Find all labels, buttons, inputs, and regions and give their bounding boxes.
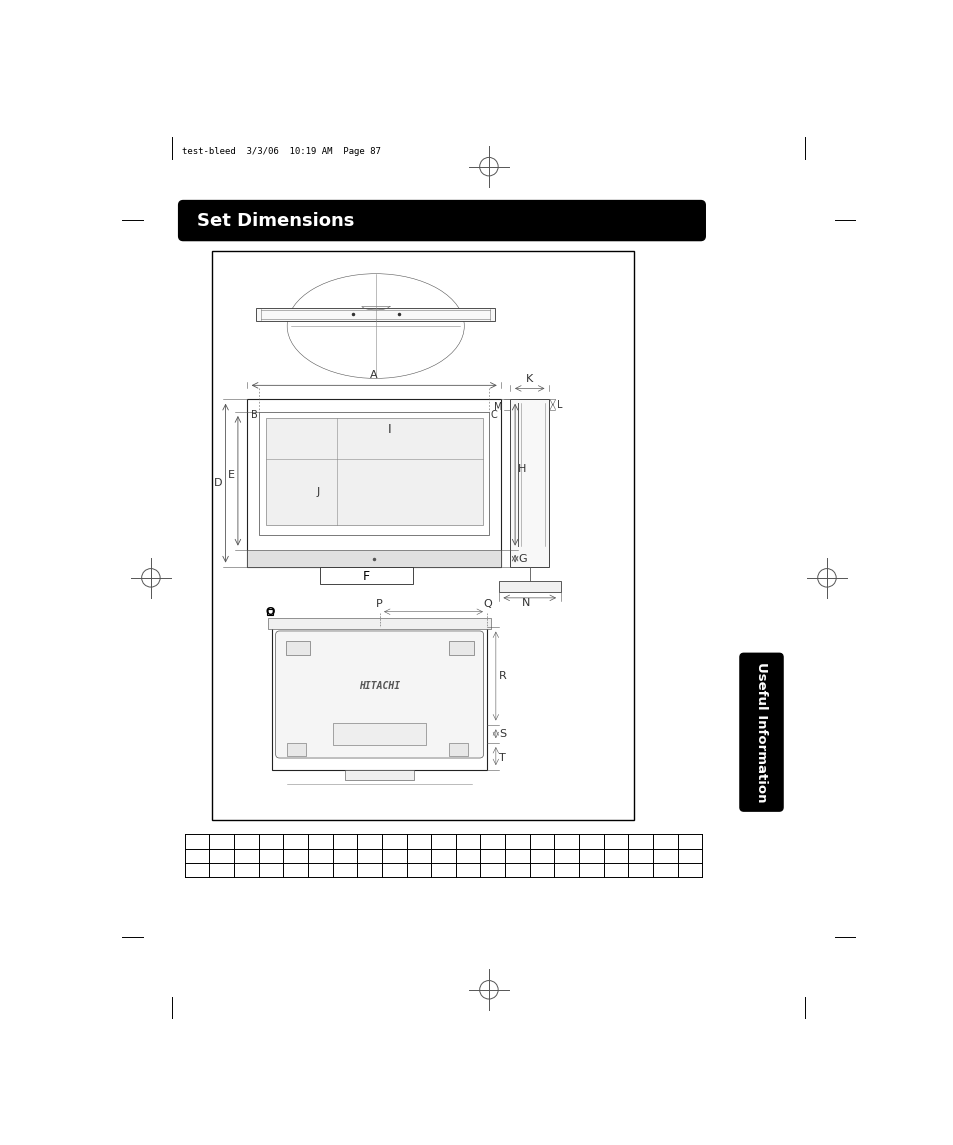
- Bar: [449, 743, 468, 757]
- Bar: [213, 252, 634, 820]
- Text: A: A: [370, 370, 377, 380]
- Bar: [265, 418, 482, 526]
- Text: Set Dimensions: Set Dimensions: [197, 212, 355, 230]
- Bar: [247, 550, 500, 567]
- Text: test-bleed  3/3/06  10:19 AM  Page 87: test-bleed 3/3/06 10:19 AM Page 87: [181, 148, 380, 157]
- Text: J: J: [316, 487, 319, 497]
- Text: C: C: [490, 410, 497, 420]
- FancyBboxPatch shape: [178, 200, 704, 240]
- Bar: [345, 769, 414, 781]
- Bar: [259, 411, 488, 536]
- Text: Useful Information: Useful Information: [754, 662, 767, 803]
- Bar: [449, 641, 473, 655]
- Bar: [333, 724, 425, 745]
- Text: K: K: [525, 374, 533, 385]
- Text: M: M: [494, 402, 502, 411]
- Ellipse shape: [287, 274, 464, 378]
- Bar: [256, 308, 495, 322]
- Text: F: F: [362, 570, 370, 583]
- FancyBboxPatch shape: [275, 631, 483, 758]
- Text: R: R: [498, 671, 506, 680]
- Text: H: H: [517, 464, 526, 474]
- Text: N: N: [521, 598, 530, 608]
- Text: Q: Q: [482, 599, 491, 609]
- Bar: [272, 627, 487, 769]
- Bar: [287, 743, 306, 757]
- Text: L: L: [557, 401, 561, 410]
- Bar: [498, 581, 560, 592]
- Bar: [285, 641, 310, 655]
- Text: T: T: [498, 753, 505, 763]
- Text: D: D: [213, 479, 222, 488]
- Text: S: S: [498, 729, 505, 740]
- Bar: [320, 567, 413, 584]
- FancyBboxPatch shape: [740, 654, 782, 811]
- Bar: [510, 400, 548, 567]
- Text: P: P: [375, 599, 382, 609]
- Text: I: I: [387, 424, 391, 436]
- Text: B: B: [251, 410, 257, 420]
- Text: G: G: [517, 554, 526, 564]
- Bar: [267, 609, 274, 615]
- Text: E: E: [228, 471, 234, 481]
- Bar: [268, 618, 491, 629]
- Text: HITACHI: HITACHI: [358, 681, 399, 692]
- Text: O: O: [265, 607, 274, 617]
- Bar: [247, 400, 500, 567]
